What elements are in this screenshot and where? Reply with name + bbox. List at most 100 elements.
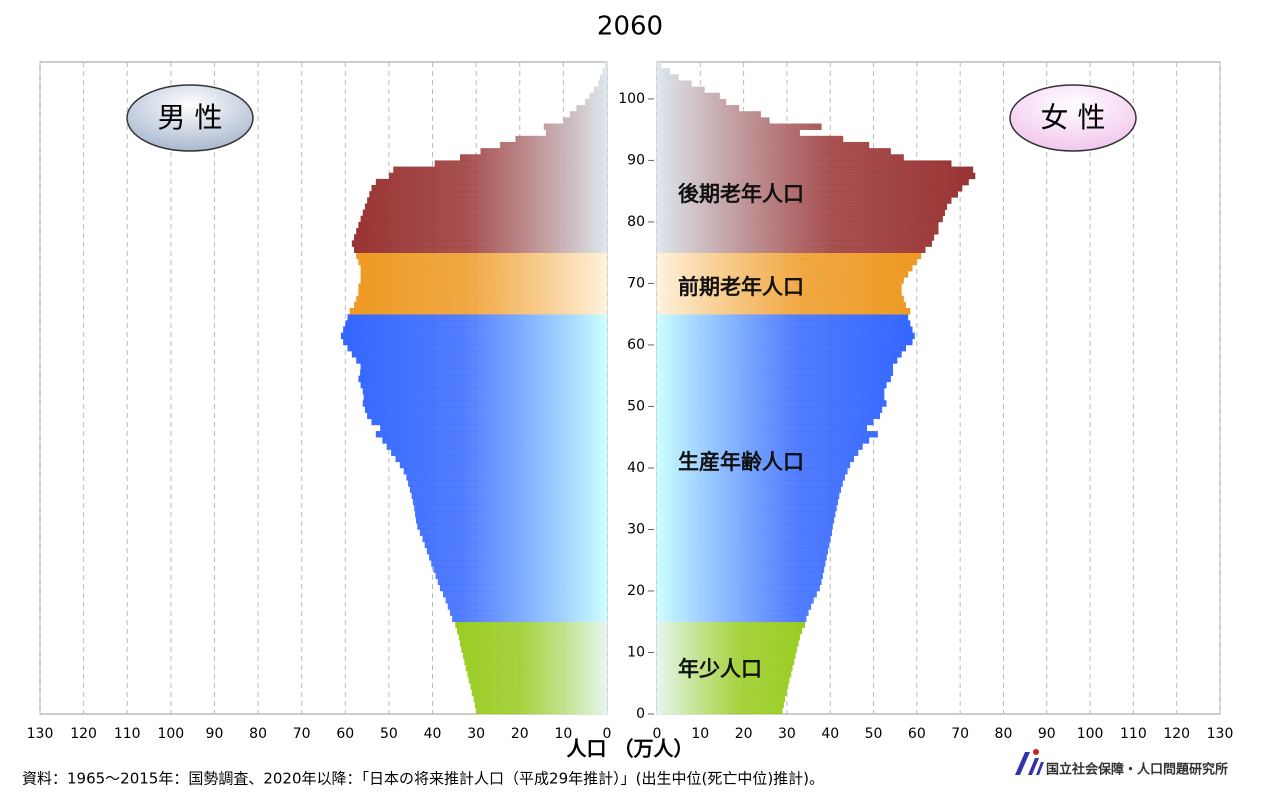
bar bbox=[657, 701, 784, 709]
bar bbox=[358, 289, 607, 297]
bar bbox=[460, 154, 607, 161]
bar bbox=[657, 634, 800, 641]
bar bbox=[358, 375, 607, 383]
bar bbox=[363, 394, 607, 401]
bar bbox=[657, 203, 948, 210]
bar bbox=[391, 449, 607, 456]
bar bbox=[347, 314, 607, 321]
bar bbox=[657, 467, 848, 475]
x-tick-label: 40 bbox=[821, 726, 839, 742]
bar bbox=[657, 455, 855, 463]
bar bbox=[657, 461, 851, 469]
group-label: 後期老年人口 bbox=[678, 182, 804, 206]
bar bbox=[657, 535, 831, 543]
bar bbox=[657, 92, 720, 100]
x-tick-label: 30 bbox=[778, 726, 796, 742]
bar bbox=[598, 80, 607, 87]
bar bbox=[445, 597, 607, 604]
bar bbox=[657, 221, 939, 229]
bar bbox=[657, 252, 922, 260]
bar bbox=[657, 191, 958, 198]
bar bbox=[367, 197, 607, 204]
bar bbox=[657, 677, 790, 684]
bar bbox=[360, 381, 607, 389]
bar bbox=[657, 172, 976, 180]
bar bbox=[360, 215, 607, 223]
bar bbox=[433, 566, 607, 573]
bar bbox=[382, 437, 607, 444]
bar bbox=[354, 301, 607, 309]
x-tick-label: 80 bbox=[995, 726, 1013, 742]
bar bbox=[474, 701, 607, 709]
x-tick-label: 50 bbox=[865, 726, 883, 742]
y-tick-label: 60 bbox=[627, 337, 645, 353]
bar bbox=[360, 277, 607, 284]
x-tick-label: 40 bbox=[424, 726, 442, 742]
bar bbox=[515, 135, 607, 143]
bar bbox=[358, 258, 607, 266]
bar bbox=[589, 92, 607, 100]
y-tick-label: 20 bbox=[627, 583, 645, 599]
bar bbox=[657, 597, 814, 604]
bar bbox=[657, 80, 692, 87]
x-tick-label: 90 bbox=[1038, 726, 1056, 742]
bar bbox=[657, 240, 933, 247]
bar bbox=[657, 658, 795, 666]
bar bbox=[657, 62, 662, 69]
bar bbox=[657, 178, 969, 186]
bar bbox=[657, 332, 915, 340]
bar bbox=[657, 338, 913, 346]
bar bbox=[657, 646, 797, 653]
bar bbox=[362, 400, 607, 407]
bar bbox=[657, 474, 845, 481]
bar bbox=[415, 517, 607, 524]
bar bbox=[364, 406, 607, 413]
y-tick-label: 90 bbox=[627, 152, 645, 168]
bar bbox=[657, 381, 887, 389]
bar bbox=[657, 707, 783, 715]
bar bbox=[657, 523, 833, 530]
bar bbox=[500, 141, 607, 149]
bar bbox=[657, 511, 836, 518]
y-tick-label: 10 bbox=[627, 644, 645, 660]
bar bbox=[657, 615, 807, 623]
x-tick-label: 80 bbox=[249, 726, 267, 742]
bar bbox=[362, 388, 607, 395]
bar bbox=[460, 640, 607, 647]
bar bbox=[464, 658, 607, 666]
bar bbox=[657, 295, 904, 303]
bar bbox=[351, 240, 607, 247]
bar bbox=[657, 135, 844, 143]
bar bbox=[657, 160, 952, 167]
bar bbox=[657, 301, 907, 309]
bar bbox=[657, 578, 822, 586]
bar bbox=[356, 252, 607, 260]
bar bbox=[456, 627, 607, 635]
bar bbox=[657, 98, 727, 106]
bar bbox=[657, 197, 952, 204]
bar bbox=[434, 160, 607, 167]
legend-marker bbox=[126, 84, 254, 152]
bar bbox=[371, 418, 607, 426]
bar bbox=[657, 400, 887, 407]
group-label: 年少人口 bbox=[678, 657, 762, 681]
bar bbox=[657, 547, 829, 555]
x-tick-label: 100 bbox=[157, 726, 184, 742]
bar bbox=[356, 295, 607, 303]
bar bbox=[657, 209, 945, 217]
bar bbox=[369, 191, 607, 198]
bar bbox=[657, 541, 830, 549]
bar bbox=[657, 689, 787, 696]
logo bbox=[1015, 749, 1044, 775]
bar bbox=[657, 572, 823, 579]
x-tick-label: 130 bbox=[1207, 726, 1234, 742]
bar bbox=[657, 148, 891, 155]
bar bbox=[657, 492, 840, 500]
legend-label: 女 性 bbox=[1041, 101, 1106, 134]
bar bbox=[443, 590, 607, 598]
bar bbox=[657, 560, 826, 567]
bar bbox=[657, 664, 793, 672]
bar bbox=[358, 283, 607, 290]
